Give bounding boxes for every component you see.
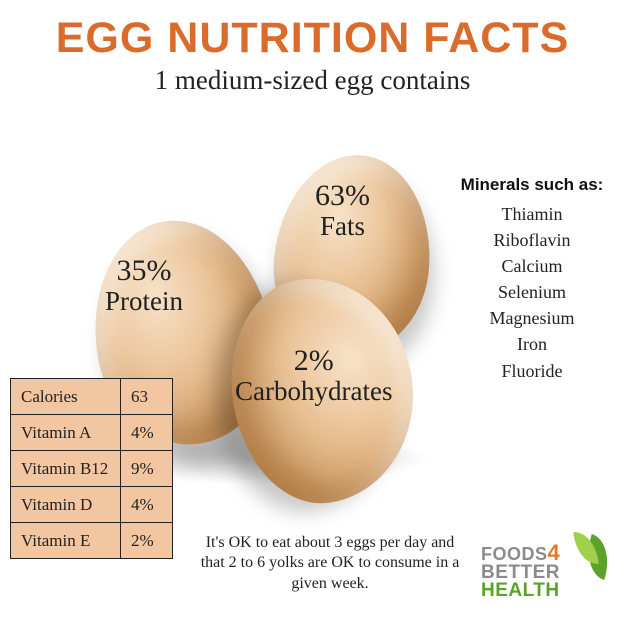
table-value: 2% — [121, 523, 173, 559]
brand-logo: FOODS4 BETTER HEALTH — [481, 543, 611, 605]
table-row: Vitamin B129% — [11, 451, 173, 487]
protein-label: Protein — [105, 287, 183, 315]
protein-pct: 35% — [105, 255, 183, 287]
table-value: 4% — [121, 415, 173, 451]
page-title: EGG NUTRITION FACTS — [0, 0, 625, 63]
minerals-item: Iron — [457, 331, 607, 357]
callout-carbs: 2% Carbohydrates — [235, 345, 392, 405]
table-label: Vitamin D — [11, 487, 121, 523]
title-text: EGG NUTRITION FACTS — [56, 14, 570, 62]
minerals-item: Riboflavin — [457, 227, 607, 253]
table-value: 9% — [121, 451, 173, 487]
nutrition-table: Calories63Vitamin A4%Vitamin B129%Vitami… — [10, 378, 173, 559]
table-label: Vitamin B12 — [11, 451, 121, 487]
table-label: Vitamin E — [11, 523, 121, 559]
table-row: Calories63 — [11, 379, 173, 415]
minerals-item: Selenium — [457, 279, 607, 305]
table-value: 63 — [121, 379, 173, 415]
callout-protein: 35% Protein — [105, 255, 183, 315]
carbs-pct: 2% — [235, 345, 392, 377]
minerals-item: Fluoride — [457, 358, 607, 384]
subtitle-text: 1 medium-sized egg contains — [155, 65, 471, 95]
table-row: Vitamin A4% — [11, 415, 173, 451]
table-row: Vitamin D4% — [11, 487, 173, 523]
minerals-item: Calcium — [457, 253, 607, 279]
logo-line3: HEALTH — [481, 582, 611, 600]
table-value: 4% — [121, 487, 173, 523]
minerals-item: Thiamin — [457, 201, 607, 227]
footnote: It's OK to eat about 3 eggs per day and … — [195, 533, 465, 595]
table-label: Calories — [11, 379, 121, 415]
table-label: Vitamin A — [11, 415, 121, 451]
logo-line1: FOODS — [481, 544, 548, 564]
subtitle: 1 medium-sized egg contains — [0, 65, 625, 96]
minerals-block: Minerals such as: ThiaminRiboflavinCalci… — [457, 175, 607, 384]
minerals-list: ThiaminRiboflavinCalciumSeleniumMagnesiu… — [457, 201, 607, 384]
fats-pct: 63% — [315, 180, 370, 212]
table-row: Vitamin E2% — [11, 523, 173, 559]
fats-label: Fats — [315, 212, 370, 240]
minerals-item: Magnesium — [457, 305, 607, 331]
minerals-heading: Minerals such as: — [457, 175, 607, 195]
carbs-label: Carbohydrates — [235, 377, 392, 405]
callout-fats: 63% Fats — [315, 180, 370, 240]
